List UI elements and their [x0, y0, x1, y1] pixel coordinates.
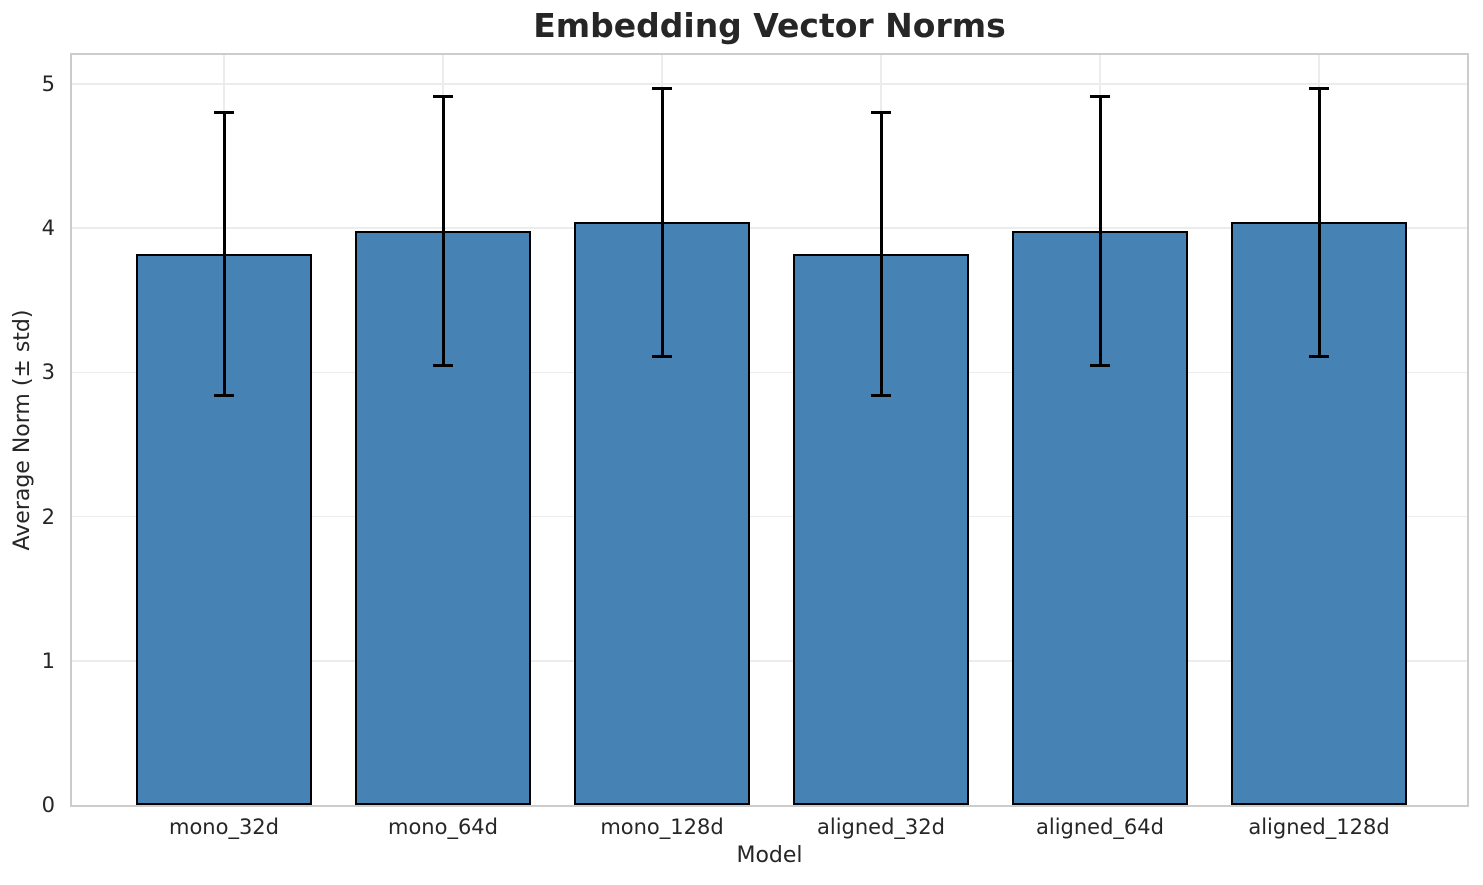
error-bar-cap-bottom	[1309, 354, 1329, 358]
x-tick-label: aligned_128d	[1248, 815, 1390, 839]
error-bar-line	[441, 96, 445, 366]
gridline-horizontal	[72, 515, 1467, 518]
y-tick-label: 1	[41, 648, 55, 673]
y-tick-label: 4	[41, 216, 55, 241]
error-bar-cap-top	[1090, 95, 1110, 99]
y-tick-label: 3	[41, 360, 55, 385]
x-tick-label: aligned_64d	[1036, 815, 1164, 839]
error-bar-cap-bottom	[433, 363, 453, 367]
error-bar-line	[1317, 88, 1321, 357]
x-tick-label: mono_32d	[168, 815, 279, 839]
y-tick-label: 2	[41, 504, 55, 529]
error-bar-cap-bottom	[214, 393, 234, 397]
error-bar-cap-bottom	[1090, 363, 1110, 367]
y-tick-label: 5	[41, 71, 55, 96]
gridline-horizontal	[72, 83, 1467, 85]
error-bar-line	[222, 112, 226, 396]
error-bar-cap-top	[214, 111, 234, 115]
x-axis-label: Model	[736, 843, 803, 868]
error-bar-cap-top	[652, 86, 672, 90]
gridline-horizontal	[72, 660, 1467, 662]
error-bar-line	[879, 112, 883, 396]
error-bar-cap-top	[433, 95, 453, 99]
error-bar-cap-bottom	[871, 393, 891, 397]
error-bar-line	[660, 88, 664, 357]
error-bar-line	[1098, 96, 1102, 366]
x-tick-label: mono_64d	[387, 815, 498, 839]
gridline-horizontal	[72, 371, 1467, 374]
gridline-horizontal	[72, 227, 1467, 229]
y-tick-label: 0	[41, 793, 55, 817]
error-bar-cap-bottom	[652, 354, 672, 358]
error-bar-cap-top	[1309, 86, 1329, 90]
chart-title: Embedding Vector Norms	[533, 6, 1006, 45]
plot-area	[70, 53, 1469, 807]
error-bar-cap-top	[871, 111, 891, 115]
y-axis-label: Average Norm (± std)	[10, 309, 35, 551]
x-tick-label: mono_128d	[600, 815, 724, 839]
x-tick-label: aligned_32d	[817, 815, 945, 839]
